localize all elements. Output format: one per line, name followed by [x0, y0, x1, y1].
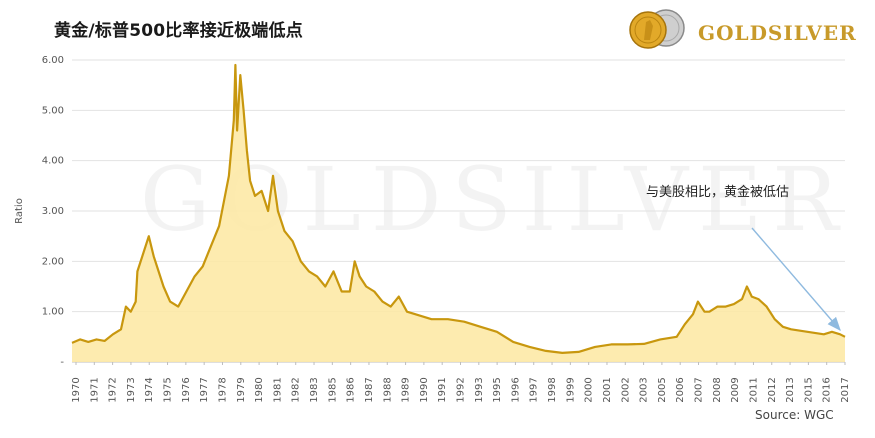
series-line: [71, 63, 846, 354]
x-tick-label: 1992: [456, 377, 467, 402]
y-axis-label: Ratio: [14, 198, 25, 224]
x-tick-label: 1995: [492, 377, 503, 402]
x-tick-label: 2000: [584, 377, 595, 402]
y-tick-label: 5.00: [42, 105, 64, 116]
x-tick-label: 1972: [108, 377, 119, 402]
x-tick-label: 2007: [694, 377, 705, 402]
x-tick-label: 2006: [675, 377, 686, 402]
x-tick-label: 1980: [254, 377, 265, 402]
x-tick-label: 1982: [291, 377, 302, 402]
x-tick-label: 1981: [272, 377, 283, 402]
y-tick-label: 3.00: [42, 206, 64, 217]
x-tick-label: 1975: [163, 377, 174, 402]
x-tick-label: 2005: [657, 377, 668, 402]
x-tick-label: 1993: [474, 377, 485, 402]
x-tick-label: 1979: [236, 377, 247, 402]
x-tick-label: 1973: [126, 377, 137, 402]
x-tick-label: 2011: [748, 377, 759, 402]
series-area: [72, 65, 845, 362]
chart-annotation: 与美股相比，黄金被低估: [646, 185, 790, 200]
y-tick-label: 1.00: [42, 307, 64, 318]
x-tick-label: 2003: [639, 377, 650, 402]
x-tick-label: 1991: [437, 377, 448, 402]
x-tick-label: 2017: [840, 377, 851, 402]
annotation-arrow: [751, 227, 841, 332]
x-tick-label: 2013: [785, 377, 796, 402]
source-note: Source: WGC: [755, 408, 834, 422]
x-tick-label: 1989: [401, 377, 412, 402]
x-tick-label: 1997: [529, 377, 540, 402]
x-tick-label: 2009: [730, 377, 741, 402]
x-tick-label: 1971: [89, 377, 100, 402]
chart-title: 黄金/标普500比率接近极端低点: [54, 21, 303, 41]
y-tick-label: -: [60, 357, 64, 368]
x-tick-label: 1983: [309, 377, 320, 402]
goldsilver-logo: GOLDSILVER: [628, 6, 856, 54]
x-tick-label: 2012: [767, 377, 778, 402]
x-tick-label: 2015: [803, 377, 814, 402]
x-tick-label: 1986: [346, 377, 357, 402]
x-tick-label: 1985: [327, 377, 338, 402]
x-tick-label: 1996: [510, 377, 521, 402]
x-tick-label: 1987: [364, 377, 375, 402]
y-tick-label: 6.00: [42, 55, 64, 66]
x-tick-label: 1988: [382, 377, 393, 402]
y-tick-label: 4.00: [42, 156, 64, 167]
x-tick-label: 1976: [181, 377, 192, 402]
gold-silver-coins-icon: [629, 9, 685, 49]
x-tick-label: 2002: [620, 377, 631, 402]
x-tick-label: 1970: [71, 377, 82, 402]
x-tick-label: 2001: [602, 377, 613, 402]
x-tick-label: 2016: [822, 377, 833, 402]
brand-text: GOLDSILVER: [698, 21, 857, 45]
x-tick-label: 2008: [712, 377, 723, 402]
x-tick-label: 1999: [565, 377, 576, 402]
x-tick-label: 1974: [144, 377, 155, 402]
x-tick-label: 1977: [199, 377, 210, 402]
x-tick-label: 1990: [419, 377, 430, 402]
x-tick-label: 1998: [547, 377, 558, 402]
y-tick-label: 2.00: [42, 256, 64, 267]
x-tick-label: 1978: [217, 377, 228, 402]
